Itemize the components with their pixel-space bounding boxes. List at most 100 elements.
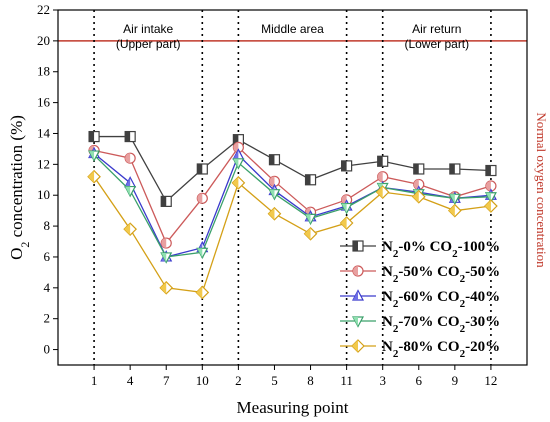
marker-half — [353, 290, 358, 300]
data-point — [377, 155, 389, 167]
y-tick-label: 6 — [44, 249, 51, 264]
marker-half — [340, 217, 347, 229]
data-point — [124, 176, 137, 188]
y-tick-label: 18 — [37, 64, 50, 79]
x-tick-label: 3 — [379, 373, 386, 388]
data-point — [196, 247, 209, 260]
marker-half — [484, 200, 491, 213]
series-line — [93, 176, 492, 294]
data-point — [231, 176, 246, 190]
data-point — [267, 206, 282, 221]
legend-label: N2-80% CO2-20% — [382, 339, 500, 360]
x-axis-title: Measuring point — [237, 398, 349, 417]
marker-half — [269, 176, 275, 187]
legend-marker — [351, 339, 365, 353]
region-sublabel-3: (Lower part) — [404, 37, 469, 51]
y-tick-label: 12 — [37, 156, 50, 171]
data-point — [195, 285, 210, 300]
data-point — [124, 152, 136, 164]
y-tick-label: 16 — [37, 95, 51, 110]
region-label-3: Air return — [412, 22, 461, 36]
marker-half — [125, 153, 131, 164]
x-tick-label: 6 — [416, 373, 423, 388]
data-point — [268, 154, 281, 166]
plot-frame — [57, 9, 528, 366]
data-point — [196, 192, 208, 204]
series-1 — [88, 130, 497, 207]
marker-half — [88, 170, 95, 183]
marker-half — [449, 163, 455, 174]
x-tick-label: 11 — [340, 373, 353, 388]
data-point — [232, 158, 245, 170]
data-point — [160, 252, 173, 264]
data-point — [124, 130, 136, 143]
marker-half — [341, 203, 347, 214]
marker-half — [161, 238, 167, 249]
legend-label: N2-50% CO2-50% — [382, 264, 500, 285]
marker-half — [160, 281, 167, 294]
series-layer — [87, 130, 498, 300]
y-tick-label: 8 — [44, 218, 51, 233]
data-point — [87, 169, 101, 184]
x-tick-label: 12 — [484, 373, 497, 388]
data-point — [123, 222, 138, 237]
marker-half — [125, 177, 131, 187]
data-point — [484, 199, 498, 213]
marker-half — [304, 227, 311, 240]
region-dividers — [93, 10, 492, 365]
x-tick-label: 8 — [307, 373, 314, 388]
data-point — [304, 174, 317, 186]
marker-half — [161, 196, 167, 207]
series-4 — [88, 150, 497, 264]
data-point — [159, 280, 174, 295]
legend-item-2: N2-50% CO2-50% — [340, 264, 500, 285]
data-point — [448, 193, 461, 206]
marker-half — [352, 340, 358, 352]
marker-half — [485, 180, 491, 191]
x-tick-label: 7 — [163, 373, 170, 388]
series-line — [94, 135, 491, 203]
data-point — [447, 203, 462, 218]
marker-half — [197, 248, 203, 258]
data-point — [268, 189, 281, 201]
marker-half — [377, 171, 383, 182]
marker-half — [269, 189, 275, 200]
marker-half — [376, 186, 383, 199]
marker-half — [413, 179, 419, 190]
marker-half — [125, 186, 131, 197]
y-tick-label: 20 — [37, 33, 50, 48]
series-5 — [87, 169, 498, 300]
marker-half — [305, 174, 311, 185]
legend-item-1: N2-0% CO2-100% — [340, 239, 500, 260]
marker-half — [341, 160, 347, 171]
marker-half — [232, 176, 239, 189]
y-tick-label: 2 — [44, 311, 51, 326]
data-point — [160, 195, 172, 207]
y-tick-label: 0 — [44, 342, 51, 357]
marker-half — [485, 165, 491, 176]
data-point — [377, 171, 389, 183]
x-tick-label: 1 — [91, 373, 98, 388]
data-point — [339, 216, 354, 230]
legend-item-4: N2-70% CO2-30% — [340, 314, 500, 335]
marker-half — [268, 207, 275, 220]
region-sublabel-1: (Upper part) — [116, 37, 181, 51]
marker-half — [89, 131, 95, 142]
x-tick-label: 4 — [127, 373, 134, 388]
data-point — [160, 237, 172, 249]
data-point — [485, 164, 497, 177]
data-point — [124, 185, 137, 198]
data-point — [413, 163, 425, 175]
data-point — [449, 163, 461, 175]
data-point — [268, 175, 281, 187]
marker-half — [377, 156, 383, 167]
marker-half — [161, 252, 167, 263]
legend-marker — [352, 289, 364, 301]
data-point — [375, 185, 390, 199]
y-tick-label: 22 — [37, 2, 50, 17]
y-axis-title: O2 concentration (%) — [7, 115, 32, 260]
marker-half — [353, 241, 358, 251]
x-tick-label: 5 — [271, 373, 278, 388]
legend-marker — [352, 316, 364, 328]
